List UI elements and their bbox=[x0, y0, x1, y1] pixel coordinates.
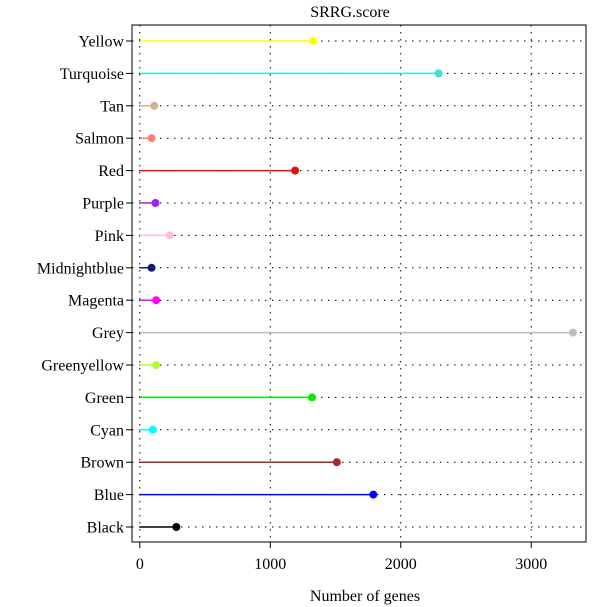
category-label: Tan bbox=[100, 98, 124, 115]
category-label: Magenta bbox=[68, 293, 124, 310]
category-label: Salmon bbox=[75, 131, 124, 148]
category-label: Midnightblue bbox=[37, 260, 124, 277]
lollipop-point bbox=[147, 134, 156, 143]
x-axis-label: Number of genes bbox=[310, 588, 420, 605]
lollipop-point bbox=[434, 69, 443, 78]
x-tick-label: 3000 bbox=[515, 556, 547, 573]
category-label: Brown bbox=[80, 455, 124, 472]
category-label: Purple bbox=[82, 196, 124, 213]
lollipop-point bbox=[308, 393, 317, 402]
category-label: Turquoise bbox=[60, 66, 124, 83]
x-tick-label: 1000 bbox=[254, 556, 286, 573]
lollipop-stems bbox=[139, 40, 573, 528]
plot-frame bbox=[131, 24, 587, 543]
category-label: Red bbox=[98, 163, 124, 180]
lollipop-point bbox=[332, 458, 341, 467]
category-label: Grey bbox=[92, 325, 124, 342]
grid-lines bbox=[132, 25, 586, 542]
lollipop-point bbox=[148, 425, 157, 434]
x-tick-label: 2000 bbox=[385, 556, 417, 573]
category-label: Greenyellow bbox=[41, 358, 124, 375]
lollipop-point bbox=[369, 490, 378, 499]
lollipop-point bbox=[291, 166, 300, 175]
chart-title: SRRG.score bbox=[310, 4, 390, 21]
y-axis-labels: Yellow Turquoise Tan Salmon Red Purple Pink Mid… bbox=[37, 34, 132, 537]
category-label: Green bbox=[85, 390, 124, 407]
category-label: Black bbox=[87, 520, 124, 537]
lollipop-points bbox=[147, 37, 577, 531]
lollipop-point bbox=[151, 199, 160, 207]
lollipop-point bbox=[172, 523, 181, 531]
x-axis: 0 1000 2000 3000 bbox=[136, 542, 547, 573]
lollipop-point bbox=[165, 231, 174, 240]
lollipop-point bbox=[150, 101, 159, 110]
lollipop-point bbox=[152, 361, 161, 369]
category-label: Blue bbox=[94, 487, 124, 504]
category-label: Cyan bbox=[90, 422, 124, 439]
lollipop-point bbox=[309, 37, 318, 45]
lollipop-point bbox=[147, 263, 156, 272]
x-tick-label: 0 bbox=[136, 556, 144, 573]
lollipop-point bbox=[568, 328, 577, 337]
category-label: Yellow bbox=[79, 34, 125, 51]
category-label: Pink bbox=[95, 228, 124, 245]
lollipop-point bbox=[152, 296, 161, 305]
